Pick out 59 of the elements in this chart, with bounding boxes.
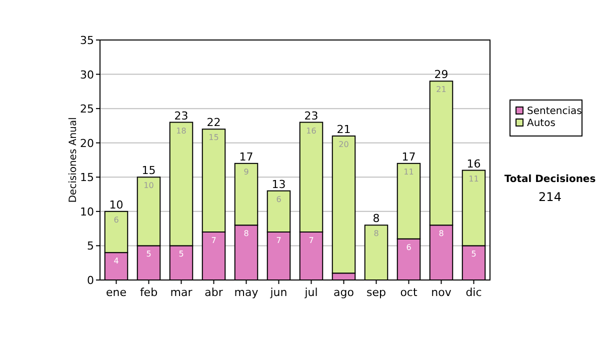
x-tick-label: mar: [170, 286, 193, 299]
total-label: 10: [109, 198, 124, 212]
y-tick-label: 10: [80, 205, 94, 218]
total-label: 17: [402, 150, 416, 164]
data-label: 5: [146, 250, 152, 259]
total-label: 16: [466, 157, 481, 170]
y-tick-label: 30: [80, 68, 94, 82]
total-label: 21: [336, 123, 351, 136]
text: 214: [538, 190, 562, 204]
x-tick-label: may: [234, 286, 259, 299]
x-tick-label: oct: [400, 286, 418, 299]
total-label: 23: [304, 109, 318, 122]
data-label: 7: [308, 236, 314, 245]
x-tick-label: nov: [431, 286, 452, 299]
data-label: 6: [406, 242, 412, 252]
data-label: 15: [208, 133, 219, 142]
x-tick-label: dic: [466, 286, 482, 299]
data-label: 4: [114, 256, 119, 266]
total-label: 29: [434, 68, 448, 82]
total-label: 8: [372, 212, 380, 226]
data-label: 5: [178, 250, 184, 259]
data-label: 7: [211, 236, 216, 245]
total-label: 23: [174, 109, 188, 122]
data-label: 6: [114, 215, 119, 224]
y-tick-label: 20: [80, 136, 94, 150]
data-label: 16: [306, 126, 316, 136]
legend-label: Sentencias: [527, 106, 582, 117]
x-tick-label: jun: [269, 286, 288, 299]
x-tick-label: abr: [204, 286, 224, 299]
total-label: 15: [142, 164, 156, 178]
y-tick-label: 15: [80, 171, 94, 184]
x-tick-label: ago: [334, 286, 354, 299]
x-tick-label: feb: [140, 286, 158, 299]
data-label: 8: [374, 229, 379, 238]
data-label: 18: [176, 126, 186, 136]
total-label: 13: [272, 178, 286, 191]
y-tick-label: 25: [80, 102, 94, 116]
text: Total Decisiones: [504, 174, 596, 185]
data-label: 11: [468, 174, 479, 184]
x-tick-label: sep: [366, 286, 386, 299]
x-tick-label: ene: [106, 286, 127, 299]
data-label: 8: [244, 229, 249, 238]
data-label: 10: [144, 181, 154, 190]
data-label: 8: [438, 229, 444, 238]
data-label: 7: [276, 236, 282, 245]
total-label: 22: [206, 116, 221, 130]
data-label: 5: [471, 250, 476, 259]
y-tick-label: 5: [87, 240, 94, 253]
data-label: 6: [276, 194, 282, 204]
legend-label: Autos: [527, 118, 556, 129]
data-label: 9: [244, 167, 249, 176]
data-label: 20: [338, 140, 349, 149]
y-axis-title: Decisiones Anual: [68, 117, 79, 203]
total-label: 17: [239, 150, 254, 164]
data-label: 21: [436, 85, 446, 94]
y-tick-label: 0: [87, 274, 94, 287]
x-tick-label: jul: [304, 286, 318, 299]
y-tick-label: 35: [80, 34, 94, 47]
data-label: 11: [404, 167, 414, 176]
